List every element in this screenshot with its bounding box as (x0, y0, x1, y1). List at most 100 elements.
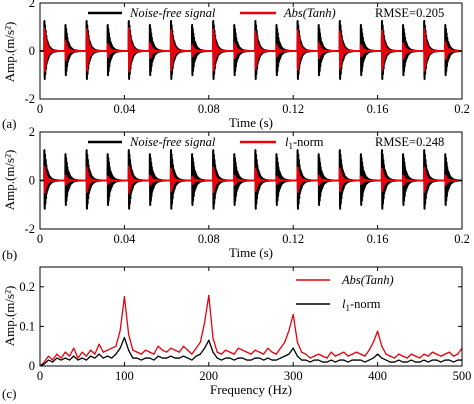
series-point-0 (296, 341, 299, 343)
series-point-0 (431, 351, 434, 353)
series-point-0 (98, 343, 100, 345)
rmse-annotation: RMSE=0.205 (375, 6, 444, 20)
legend-label: l1-norm (285, 135, 324, 151)
series-point-0 (267, 347, 269, 349)
series-point-0 (106, 349, 109, 351)
series-point-1 (166, 357, 168, 359)
series-point-1 (301, 359, 303, 361)
series-point-0 (77, 357, 79, 359)
series-point-0 (64, 351, 66, 353)
axes-frame (39, 266, 463, 367)
x-axis-label: Frequency (Hz) (210, 382, 292, 397)
series-point-0 (351, 353, 353, 355)
x-tick-label: 200 (199, 369, 218, 383)
series-point-1 (144, 357, 147, 359)
series-point-0 (406, 357, 408, 359)
series-point-1 (64, 357, 66, 359)
series-line-0 (40, 294, 462, 366)
x-tick-label: 0.04 (113, 102, 136, 116)
series-point-1 (94, 357, 96, 359)
series-point-1 (182, 355, 185, 357)
legend-label: Abs(Tanh) (341, 273, 394, 287)
legend-label: Abs(Tanh) (283, 6, 336, 20)
series-point-0 (292, 313, 294, 316)
series-point-0 (208, 294, 210, 297)
legend-label: Noise-free signal (129, 6, 216, 20)
series-point-1 (85, 359, 88, 361)
series-line-1 (40, 27, 462, 73)
series-point-0 (237, 347, 239, 349)
series-point-0 (402, 355, 404, 357)
series-point-0 (73, 347, 75, 349)
series-point-1 (436, 359, 438, 361)
series-point-0 (436, 353, 438, 355)
series-point-1 (258, 357, 261, 359)
series-point-0 (56, 353, 58, 355)
series-point-1 (98, 353, 100, 355)
series-point-1 (343, 359, 345, 361)
x-tick-label: 0.08 (198, 102, 220, 116)
x-axis-label: Time (s) (229, 115, 273, 130)
x-tick-label: 0.12 (282, 102, 304, 116)
series-point-1 (237, 357, 239, 359)
series-point-1 (326, 361, 328, 363)
series-point-0 (355, 351, 358, 353)
series-point-0 (241, 349, 244, 351)
legend-label: Noise-free signal (129, 135, 216, 149)
plot-area (40, 149, 462, 210)
y-axis-label: Amp.(m/s²) (2, 150, 17, 211)
series-point-0 (457, 353, 459, 355)
series-point-1 (254, 357, 256, 359)
series-point-1 (246, 359, 248, 361)
series-point-1 (178, 357, 180, 359)
series-point-1 (355, 359, 358, 361)
series-point-0 (301, 351, 303, 353)
series-point-1 (267, 357, 269, 359)
series-point-0 (419, 357, 421, 359)
series-point-1 (153, 359, 155, 361)
legend-label: l1-norm (342, 297, 381, 313)
series-point-0 (174, 349, 176, 351)
series-point-0 (216, 351, 218, 353)
series-point-1 (313, 359, 315, 361)
series-point-0 (111, 347, 113, 349)
series-point-1 (452, 361, 455, 363)
series-point-1 (102, 357, 104, 359)
series-point-0 (220, 353, 223, 355)
series-point-1 (106, 355, 109, 357)
series-point-0 (68, 355, 71, 357)
series-point-0 (212, 337, 214, 339)
x-tick-label: 0 (37, 102, 43, 116)
series-point-0 (440, 355, 442, 357)
series-point-0 (60, 357, 62, 359)
series-point-1 (241, 357, 244, 359)
series-point-0 (326, 357, 328, 359)
series-point-1 (56, 357, 58, 359)
series-point-1 (157, 355, 159, 357)
series-point-1 (381, 357, 383, 359)
series-line-0 (40, 149, 462, 210)
series-point-1 (410, 359, 412, 361)
y-tick-label: 0.1 (19, 319, 35, 333)
series-point-1 (275, 359, 277, 361)
series-point-0 (423, 353, 425, 355)
series-point-1 (90, 355, 92, 357)
series-point-0 (170, 347, 172, 349)
series-point-1 (123, 336, 125, 339)
series-point-1 (170, 355, 172, 357)
series-point-1 (389, 361, 391, 363)
series-point-1 (364, 361, 366, 363)
series-point-1 (330, 359, 332, 361)
series-point-0 (161, 349, 163, 351)
panel-label: (c) (2, 386, 16, 401)
series-point-0 (288, 329, 290, 331)
series-point-1 (220, 359, 223, 361)
series-point-0 (389, 355, 391, 357)
y-tick-label: 2 (29, 125, 35, 139)
y-tick-label: 2 (29, 0, 35, 10)
series-point-1 (423, 359, 425, 361)
series-point-1 (161, 357, 163, 359)
series-point-1 (322, 361, 324, 363)
series-point-1 (419, 361, 421, 363)
